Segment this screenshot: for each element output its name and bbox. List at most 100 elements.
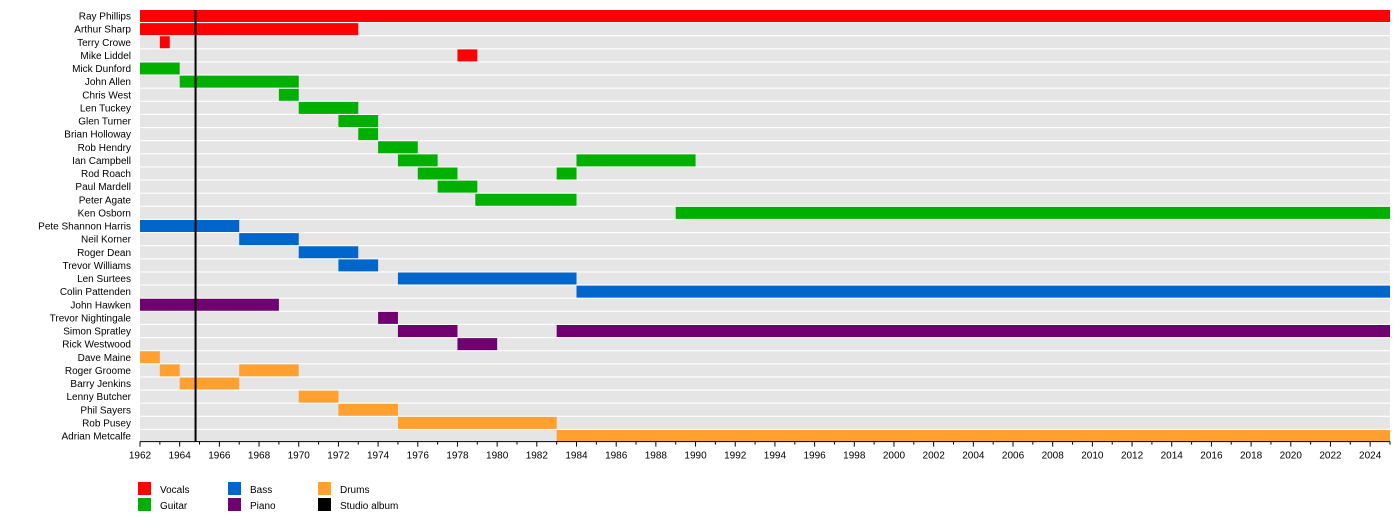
member-bar xyxy=(556,325,1390,337)
x-tick-label: 2000 xyxy=(883,451,906,462)
x-tick-label: 2004 xyxy=(962,451,985,462)
x-tick-label: 1996 xyxy=(803,451,826,462)
row-background xyxy=(140,220,1390,232)
member-label: Trevor Williams xyxy=(62,261,131,272)
x-tick-label: 1970 xyxy=(288,451,311,462)
x-tick-label: 1986 xyxy=(605,451,628,462)
member-label: Ian Campbell xyxy=(72,156,131,167)
member-bar xyxy=(556,167,577,180)
member-label: Terry Crowe xyxy=(77,38,131,49)
legend-item: Vocals xyxy=(138,482,189,496)
member-bar xyxy=(239,233,299,246)
member-bar xyxy=(576,285,1390,298)
row-background xyxy=(140,246,1390,259)
x-tick-label: 1988 xyxy=(645,451,668,462)
legend-label: Vocals xyxy=(160,485,189,496)
member-bar xyxy=(457,49,478,62)
member-label: John Allen xyxy=(85,77,131,88)
member-label: Rod Roach xyxy=(81,169,131,180)
row-background xyxy=(140,233,1390,246)
member-bar xyxy=(338,115,379,127)
member-bar xyxy=(298,390,339,403)
row-background xyxy=(140,101,1390,114)
member-label: Dave Maine xyxy=(78,353,132,364)
member-bar xyxy=(140,10,1390,22)
legend-label: Bass xyxy=(250,485,272,496)
member-bar xyxy=(179,377,240,390)
x-tick-label: 1962 xyxy=(129,451,152,462)
member-bar xyxy=(338,403,398,416)
member-label: Barry Jenkins xyxy=(70,379,131,390)
legend-item: Bass xyxy=(228,482,272,496)
member-label: Ken Osborn xyxy=(78,208,131,219)
x-tick-label: 2006 xyxy=(1002,451,1025,462)
x-tick-label: 2018 xyxy=(1240,451,1263,462)
row-background xyxy=(140,298,1390,311)
x-tick-label: 1966 xyxy=(208,451,231,462)
member-bar xyxy=(397,272,577,285)
x-tick-label: 1982 xyxy=(526,451,549,462)
member-bar xyxy=(397,416,557,429)
row-background xyxy=(140,403,1390,416)
row-background xyxy=(140,141,1390,154)
row-background xyxy=(140,128,1390,141)
member-bar xyxy=(576,154,696,167)
member-bar xyxy=(437,180,478,193)
member-bar xyxy=(475,193,577,206)
row-background xyxy=(140,36,1390,49)
member-bar xyxy=(298,246,359,259)
x-tick-label: 2022 xyxy=(1319,451,1342,462)
legend-swatch xyxy=(318,482,331,495)
x-tick-label: 1984 xyxy=(565,451,588,462)
member-label: Phil Sayers xyxy=(80,405,131,416)
legend-label: Piano xyxy=(250,501,276,512)
row-background xyxy=(140,62,1390,75)
legend-swatch xyxy=(318,498,331,511)
member-bar xyxy=(397,154,438,167)
row-background xyxy=(140,49,1390,62)
member-label: Roger Groome xyxy=(65,366,132,377)
member-bar xyxy=(417,167,458,180)
member-label: Peter Agate xyxy=(79,195,132,206)
member-bar xyxy=(358,128,379,141)
legend-label: Studio album xyxy=(340,501,398,512)
row-background xyxy=(140,272,1390,285)
member-bar xyxy=(140,220,240,232)
member-bar xyxy=(298,101,359,114)
member-label: Simon Spratley xyxy=(63,327,131,338)
member-bar xyxy=(140,298,279,311)
row-background xyxy=(140,154,1390,167)
member-label: Neil Korner xyxy=(81,235,132,246)
x-tick-label: 1992 xyxy=(724,451,747,462)
x-tick-label: 1968 xyxy=(248,451,271,462)
member-label: Len Tuckey xyxy=(80,103,131,114)
x-tick-label: 2020 xyxy=(1280,451,1303,462)
member-label: Chris West xyxy=(82,90,131,101)
member-bar xyxy=(159,364,180,377)
x-tick-label: 1978 xyxy=(446,451,469,462)
member-bar xyxy=(140,62,180,75)
row-background xyxy=(140,338,1390,351)
row-background xyxy=(140,351,1390,364)
member-bar xyxy=(278,88,299,101)
row-background xyxy=(140,416,1390,429)
row-background xyxy=(140,115,1390,127)
x-tick-label: 2024 xyxy=(1359,451,1382,462)
legend-item: Drums xyxy=(318,482,369,496)
member-bar xyxy=(378,311,398,324)
x-tick-label: 1974 xyxy=(367,451,390,462)
row-background xyxy=(140,259,1390,272)
member-bar xyxy=(675,206,1390,219)
x-tick-label: 2012 xyxy=(1121,451,1144,462)
member-bar xyxy=(397,325,458,337)
legend-item: Studio album xyxy=(318,498,398,512)
member-label: Arthur Sharp xyxy=(74,25,131,36)
row-background xyxy=(140,167,1390,180)
legend-label: Guitar xyxy=(160,501,188,512)
member-bar xyxy=(179,75,299,88)
row-background xyxy=(140,377,1390,390)
x-tick-label: 1972 xyxy=(327,451,350,462)
row-background xyxy=(140,75,1390,88)
